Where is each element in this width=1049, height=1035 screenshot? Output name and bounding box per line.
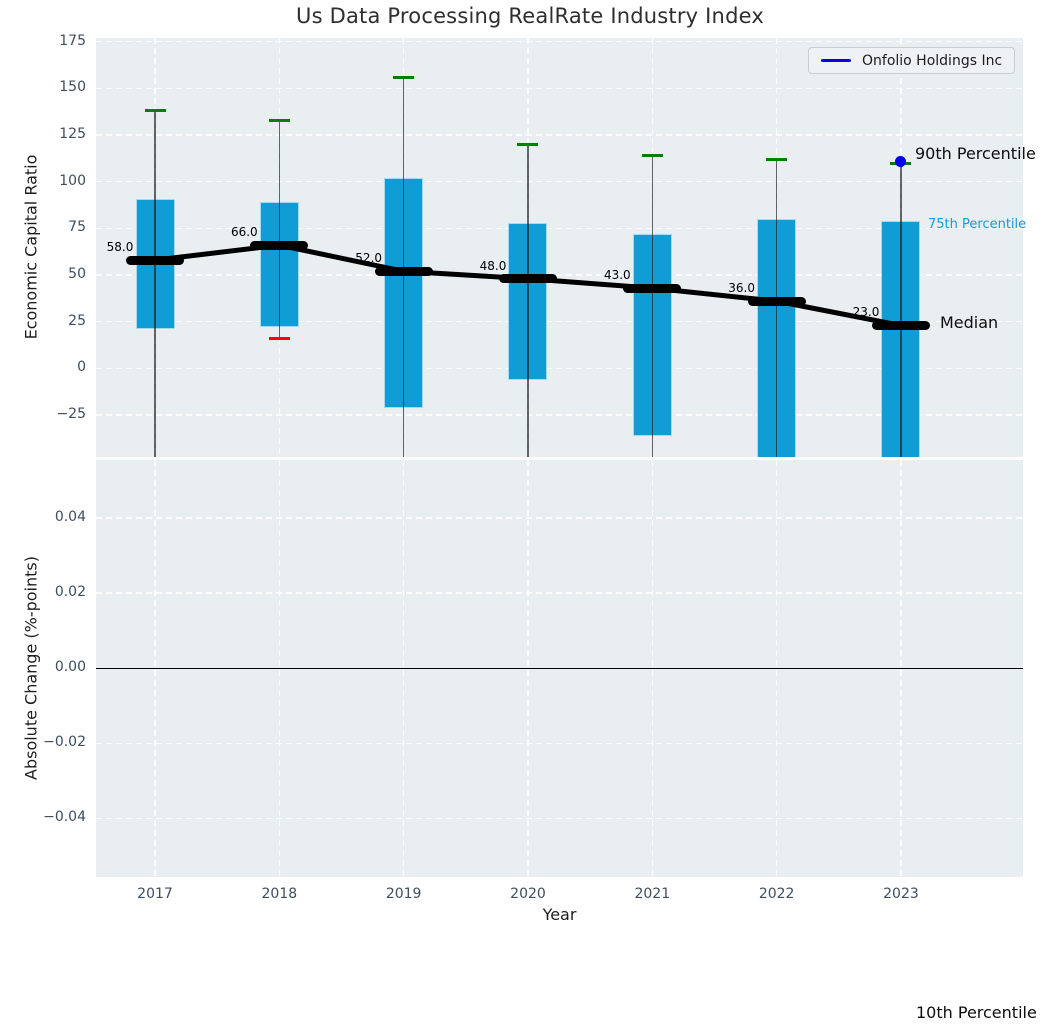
- whisker-2023: [900, 163, 902, 457]
- median-value-label-2017: 58.0: [106, 240, 134, 255]
- xtick-2022: 2022: [758, 886, 795, 902]
- cap-90th-2019: [393, 75, 415, 79]
- annotation-10th-percentile: 10th Percentile: [916, 1003, 1037, 1022]
- median-marker-2020: [498, 274, 557, 284]
- median-value-label-2022: 36.0: [728, 281, 755, 296]
- ytick-top: 125: [59, 126, 86, 143]
- ytick-top: 100: [59, 172, 86, 189]
- zero-line: [96, 667, 1023, 670]
- xtick-2023: 2023: [883, 886, 919, 902]
- ytick-top: 150: [59, 79, 86, 96]
- median-marker-2022: [747, 296, 806, 306]
- cap-90th-2020: [517, 142, 539, 146]
- annotation-median: Median: [940, 313, 999, 332]
- median-marker-2017: [126, 255, 184, 265]
- xtick-2017: 2017: [137, 886, 173, 902]
- median-value-label-2018: 66.0: [230, 225, 258, 240]
- ytick-bottom: −0.04: [43, 809, 86, 826]
- whisker-2021: [651, 155, 654, 457]
- gridline-horizontal: [96, 414, 1023, 416]
- cap-90th-2018: [268, 118, 290, 122]
- ytick-bottom: −0.02: [43, 734, 86, 751]
- median-marker-2018: [250, 240, 309, 250]
- ytick-bottom: 0.02: [54, 584, 86, 601]
- company-point-onfolio: [895, 155, 907, 167]
- median-trend-line: [152, 242, 904, 328]
- ytick-bottom: 0.04: [54, 509, 86, 526]
- xtick-2021: 2021: [634, 886, 671, 902]
- gridline-horizontal: [96, 274, 1023, 276]
- gridline-horizontal: [96, 40, 1023, 43]
- cap-90th-2017: [144, 109, 166, 113]
- cap-90th-2022: [766, 157, 788, 161]
- median-marker-2019: [374, 266, 433, 276]
- gridline-horizontal: [96, 320, 1023, 323]
- median-value-label-2021: 43.0: [603, 268, 631, 283]
- panel-absolute-change: [96, 460, 1023, 877]
- whisker-2022: [775, 159, 778, 457]
- panel-economic-capital-ratio: 58.0 66.0 52.0 48.0 43.0 36.0 23.0: [96, 38, 1023, 457]
- legend-line-icon: [821, 59, 851, 62]
- median-value-label-2020: 48.0: [479, 258, 507, 273]
- ytick-top: 75: [68, 219, 86, 236]
- xtick-2018: 2018: [261, 886, 298, 902]
- median-marker-2021: [623, 283, 682, 293]
- median-marker-2023: [871, 320, 930, 330]
- gridline-horizontal: [96, 180, 1023, 183]
- ytick-top: 50: [68, 266, 86, 283]
- annotation-90th-percentile: 90th Percentile: [915, 144, 1036, 163]
- ytick-top: −25: [56, 406, 86, 422]
- gridline-horizontal: [96, 817, 1023, 820]
- gridline-horizontal: [96, 517, 1023, 519]
- gridline-horizontal: [96, 367, 1023, 370]
- ytick-bottom: 0.00: [54, 659, 86, 676]
- cap-90th-2021: [641, 154, 663, 158]
- gridline-horizontal: [96, 227, 1023, 230]
- gridline-horizontal: [96, 592, 1023, 594]
- legend-label: Onfolio Holdings Inc: [862, 52, 1003, 69]
- legend: Onfolio Holdings Inc: [808, 47, 1016, 74]
- xtick-2020: 2020: [510, 886, 546, 902]
- gridline-horizontal: [96, 742, 1023, 745]
- gridline-horizontal: [96, 134, 1023, 136]
- chart-title: Us Data Processing RealRate Industry Ind…: [296, 4, 764, 28]
- xtick-2019: 2019: [385, 886, 422, 902]
- whisker-2018: [278, 120, 281, 339]
- ytick-top: 25: [68, 312, 86, 329]
- ytick-top: 175: [59, 32, 86, 49]
- whisker-2017: [154, 110, 156, 457]
- annotation-75th-percentile: 75th Percentile: [928, 217, 1027, 232]
- ytick-top: 0: [77, 359, 86, 376]
- cap-10th-2018: [268, 336, 290, 340]
- whisker-2020: [527, 144, 529, 457]
- x-axis-label: Year: [542, 905, 577, 924]
- gridline-horizontal: [96, 87, 1023, 90]
